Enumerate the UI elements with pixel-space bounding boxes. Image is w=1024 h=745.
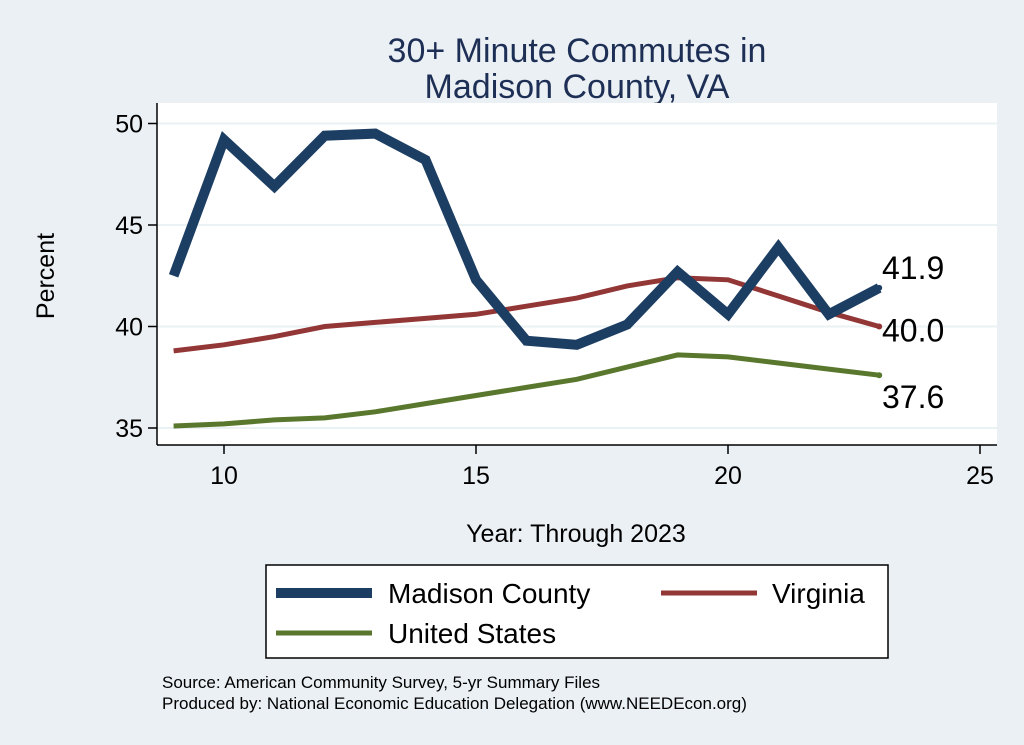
series-line-virginia	[173, 275, 880, 354]
end-label-united-states: 37.6	[882, 379, 944, 415]
x-axis-title: Year: Through 2023	[466, 520, 686, 548]
legend-label-virginia: Virginia	[772, 578, 865, 609]
plot-area	[157, 103, 997, 445]
producer-note: Produced by: National Economic Education…	[162, 694, 747, 713]
y-tick-label: 40	[115, 314, 143, 342]
y-tick-label: 45	[115, 212, 143, 240]
x-tick-label: 10	[210, 462, 238, 490]
chart-title-line-1: 30+ Minute Commutes in	[388, 32, 767, 70]
end-point-virginia	[876, 323, 883, 330]
series-line-madison-county	[168, 128, 882, 350]
legend-box	[265, 564, 889, 659]
series-line-united-states	[173, 352, 880, 429]
y-tick-label: 50	[115, 111, 143, 139]
y-axis-title: Percent	[32, 233, 60, 319]
end-point-united-states	[876, 372, 883, 379]
end-label-virginia: 40.0	[882, 313, 944, 349]
legend-label-united-states: United States	[388, 618, 556, 649]
chart-title-line-2: Madison County, VA	[425, 68, 730, 106]
x-tick-label: 20	[714, 462, 742, 490]
gridlines	[157, 122, 997, 429]
source-note: Source: American Community Survey, 5-yr …	[162, 673, 600, 692]
series-lines	[168, 128, 883, 429]
end-point-madison-county	[876, 284, 883, 291]
legend-label-madison-county: Madison County	[388, 578, 590, 609]
end-labels: 41.9 40.0 37.6	[882, 250, 944, 415]
axes: 35 40 45 50 10 15 20 25	[115, 103, 997, 490]
x-tick-label: 25	[966, 462, 994, 490]
y-tick-label: 35	[115, 415, 143, 443]
end-label-madison-county: 41.9	[882, 250, 944, 286]
x-tick-label: 15	[462, 462, 490, 490]
